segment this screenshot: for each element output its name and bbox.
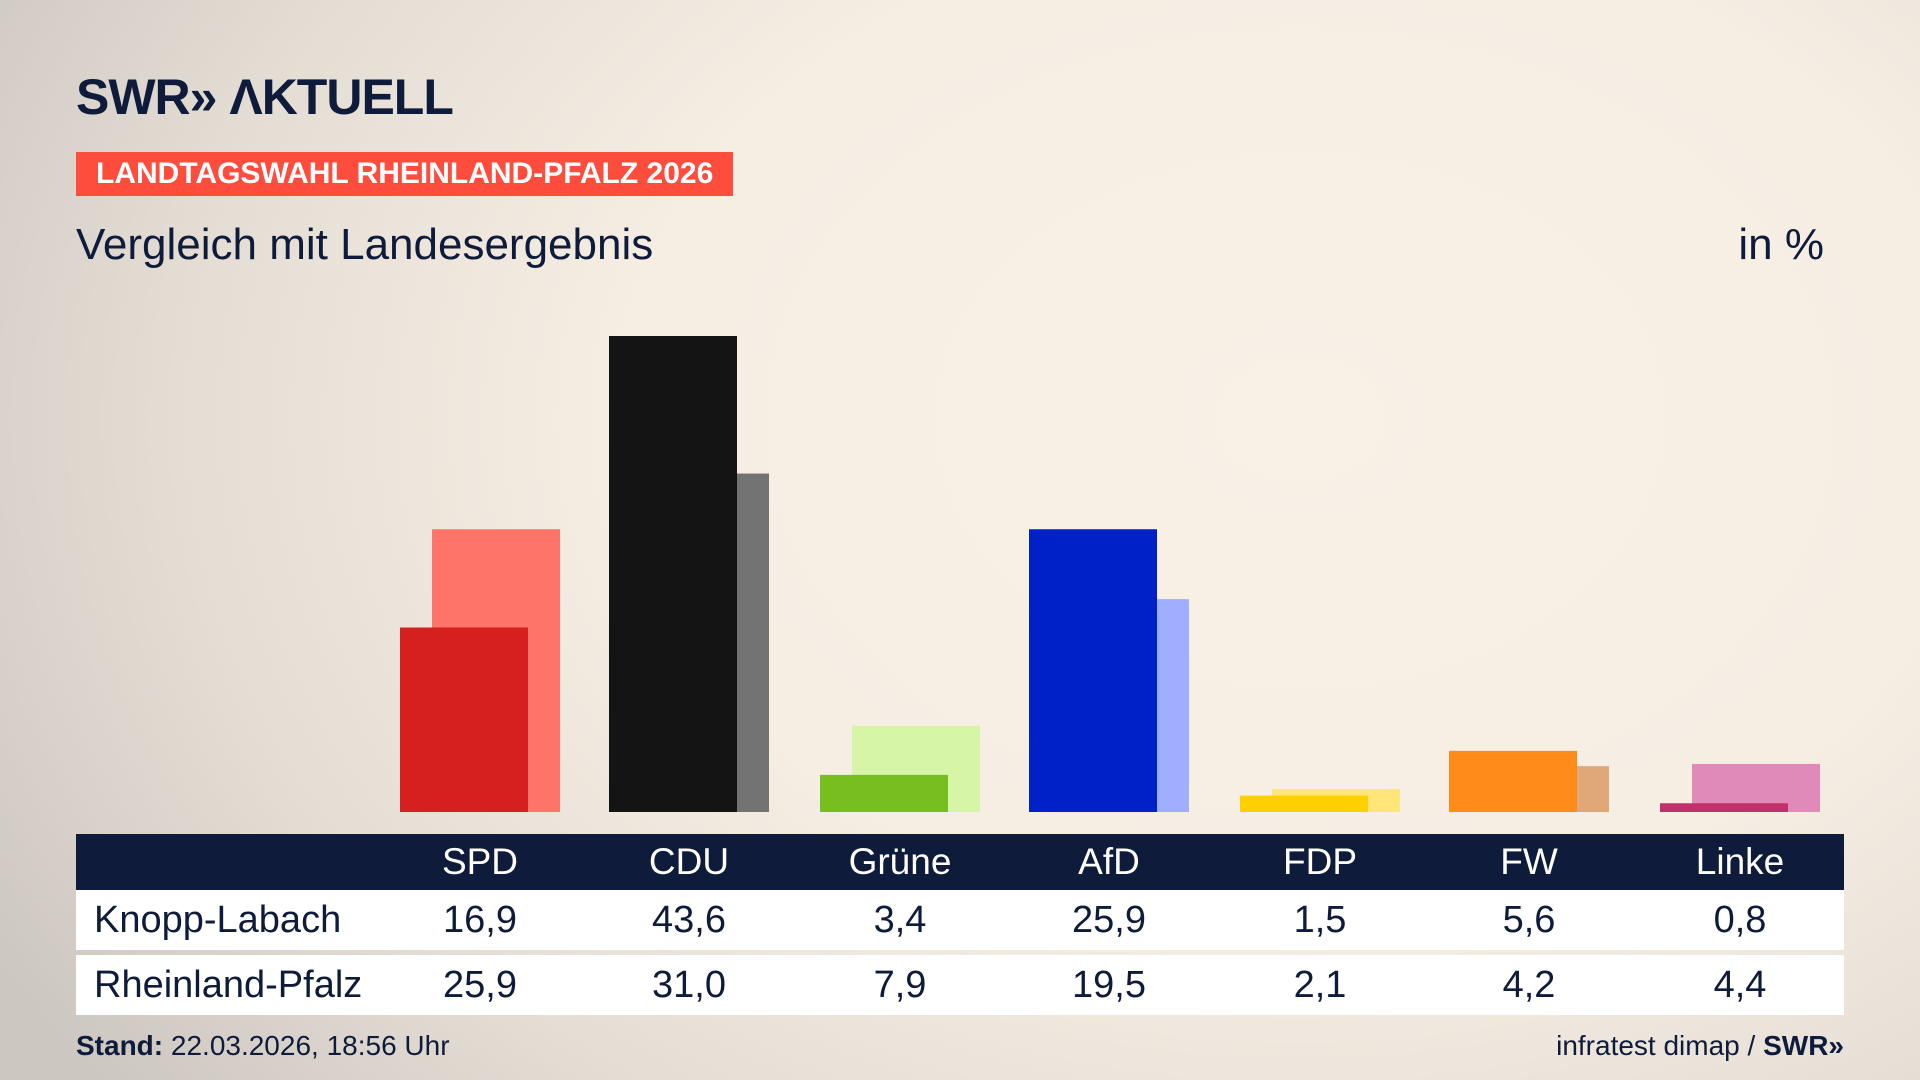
table-cell: 2,1 xyxy=(1293,964,1347,1006)
source-text: infratest dimap / xyxy=(1556,1030,1756,1061)
bar-knopp-labach-cdu xyxy=(609,336,737,812)
bar-knopp-labach-afd xyxy=(1029,529,1157,812)
column-header: Linke xyxy=(1695,841,1785,882)
column-header: AfD xyxy=(1078,841,1140,882)
table-cell: 16,9 xyxy=(443,899,517,941)
stand-label: Stand: xyxy=(76,1030,164,1061)
table-cell: 25,9 xyxy=(443,964,517,1006)
column-header: CDU xyxy=(648,841,730,882)
table-cell: 25,9 xyxy=(1072,899,1146,941)
table-cell: 5,6 xyxy=(1502,899,1556,941)
table-cell: 43,6 xyxy=(652,899,726,941)
bar-chart xyxy=(400,336,1820,812)
table-cell: 31,0 xyxy=(652,964,726,1006)
row-label: Rheinland-Pfalz xyxy=(94,964,363,1006)
table-cell: 4,2 xyxy=(1502,964,1556,1006)
table-cell: 0,8 xyxy=(1713,899,1767,941)
swr-source-logo: SWR» xyxy=(1763,1030,1844,1061)
bar-knopp-labach-linke xyxy=(1660,803,1788,812)
bar-knopp-labach-fdp xyxy=(1240,795,1368,812)
timestamp: Stand: 22.03.2026, 18:56 Uhr xyxy=(76,1030,450,1062)
table-cell: 1,5 xyxy=(1293,899,1347,941)
column-header: Grüne xyxy=(848,841,952,882)
bar-knopp-labach-fw xyxy=(1449,750,1577,812)
unit-label: in % xyxy=(1738,220,1824,269)
bar-knopp-labach-spd xyxy=(400,627,528,812)
column-header: FDP xyxy=(1283,841,1357,882)
table-row: Rheinland-Pfalz 25,9 31,0 7,9 19,5 2,1 4,2 4,4 xyxy=(76,955,1844,1015)
table-header: SPD CDU Grüne AfD FDP FW Linke xyxy=(76,834,1844,890)
column-header: SPD xyxy=(441,841,519,882)
row-label: Knopp-Labach xyxy=(94,899,342,941)
column-header: FW xyxy=(1500,841,1558,882)
election-banner: LANDTAGSWAHL RHEINLAND-PFALZ 2026 xyxy=(76,152,734,196)
swr-aktuell-logo: SWR» ΛKTUELL xyxy=(76,69,454,125)
stand-value: 22.03.2026, 18:56 Uhr xyxy=(170,1030,450,1061)
table-cell: 7,9 xyxy=(873,964,927,1006)
table-cell: 19,5 xyxy=(1072,964,1146,1006)
table-cell: 4,4 xyxy=(1713,964,1767,1006)
table-row: Knopp-Labach 16,9 43,6 3,4 25,9 1,5 5,6 0,8 xyxy=(76,890,1844,950)
source: infratest dimap / SWR» xyxy=(1556,1030,1844,1062)
chart-subtitle: Vergleich mit Landesergebnis xyxy=(76,220,654,269)
bar-knopp-labach-grüne xyxy=(820,774,948,812)
table-cell: 3,4 xyxy=(873,899,927,941)
